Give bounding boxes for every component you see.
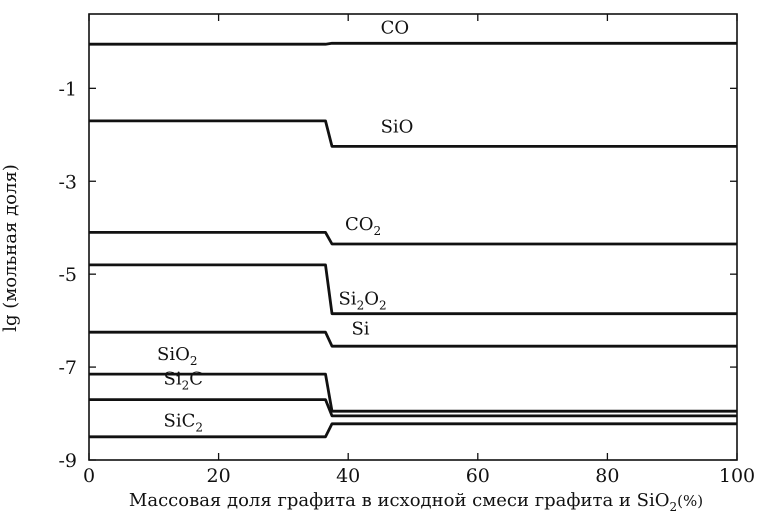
series-label-si: Si (351, 319, 369, 340)
series-line-co2 (89, 230, 737, 246)
x-tick-label: 60 (466, 465, 490, 487)
series-label-co2: CO2 (345, 214, 381, 238)
x-tick-label: 20 (207, 465, 231, 487)
series-lines (89, 41, 737, 439)
x-tick-label: 0 (83, 465, 95, 487)
series-label-si2o2: Si2O2 (338, 288, 386, 312)
x-tick-label: 100 (719, 465, 755, 487)
series-label-co: CO (381, 18, 410, 39)
x-axis-label: Массовая доля графита в исходной смеси г… (129, 490, 703, 514)
series-line-si (89, 330, 737, 348)
axis-ticks: 0 20 40 60 80 100 -1 -3 -5 -7 -9 (58, 14, 755, 487)
series-line-sio2 (89, 372, 737, 413)
series-line-sic2 (89, 422, 737, 439)
plot-frame-rect (88, 13, 738, 461)
series-label-sic2: SiC2 (164, 411, 204, 435)
x-tick-label: 40 (336, 465, 360, 487)
x-axis-label-main: Массовая доля графита в исходной смеси г… (129, 490, 670, 511)
y-tick-label: -3 (58, 171, 77, 193)
y-tick-label: -7 (58, 357, 77, 379)
series-line-si2o2 (89, 263, 737, 316)
x-axis-label-subscript: 2 (669, 500, 677, 514)
series-label-sio2: SiO2 (157, 344, 198, 368)
y-tick-label: -1 (58, 78, 77, 100)
x-tick-label: 80 (595, 465, 619, 487)
y-axis-label: lg (мольная доля) (0, 164, 21, 332)
series-label-si2c: Si2C (164, 369, 204, 393)
y-tick-label: -5 (58, 264, 77, 286)
series-line-co (89, 41, 737, 46)
x-axis-label-suffix: (%) (677, 492, 703, 510)
plot-frame (88, 13, 738, 461)
series-line-si2c (89, 398, 737, 418)
y-tick-label: -9 (58, 450, 77, 472)
series-line-sio (89, 119, 737, 148)
series-label-sio: SiO (381, 116, 414, 137)
